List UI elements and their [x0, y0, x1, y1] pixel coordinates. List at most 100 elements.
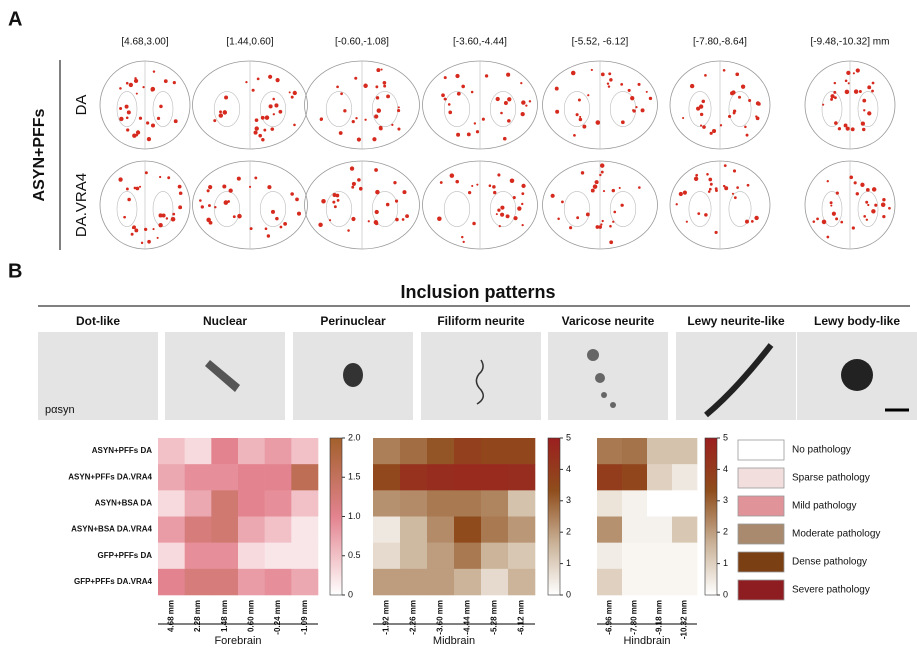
coordinate-label: [-9.48,-10.32] mm	[811, 37, 890, 48]
inclusion-dot	[504, 101, 508, 105]
inclusion-dot	[395, 200, 398, 203]
heatmap-cell	[427, 464, 454, 490]
inclusion-dot	[576, 216, 579, 219]
inclusion-dot	[395, 218, 399, 222]
inclusion-dot	[291, 96, 294, 99]
inclusion-dot	[441, 93, 445, 97]
inclusion-dot	[129, 83, 133, 87]
inclusion-dot	[489, 184, 492, 187]
inclusion-dot	[861, 122, 865, 126]
heatmap-cell	[400, 490, 427, 516]
inclusion-dot	[336, 86, 339, 89]
inclusion-dot	[472, 222, 475, 225]
inclusion-dot	[257, 77, 260, 80]
inclusion-dot	[254, 131, 258, 135]
row-label: DA	[73, 95, 90, 116]
heatmap-cell	[185, 464, 212, 490]
coordinate-label: [-5.52, -6.12]	[572, 37, 629, 48]
inclusion-dot	[158, 223, 162, 227]
inclusion-dot	[700, 113, 703, 116]
inclusion-dot	[646, 91, 648, 93]
inclusion-dot	[816, 217, 819, 220]
colorbar-tick-label: 1	[723, 558, 728, 568]
inclusion-dot	[402, 218, 405, 221]
heatmap-cell	[508, 490, 535, 516]
heatmap-cell	[238, 490, 265, 516]
inclusion-dot	[593, 184, 598, 189]
inclusion-dot	[609, 78, 612, 81]
inclusion-dot	[126, 82, 129, 85]
inclusion-dot	[386, 94, 390, 98]
brain-structure	[260, 191, 286, 226]
stain-label: pαsyn	[45, 404, 75, 416]
inclusion-dot	[865, 201, 868, 204]
inclusion-dot	[830, 201, 833, 204]
inclusion-dot	[332, 201, 335, 204]
colorbar	[330, 438, 342, 595]
column-label: 2.28 mm	[193, 600, 202, 632]
inclusion-dot	[513, 216, 517, 220]
heatmap-cell	[238, 569, 265, 595]
inclusion-dot	[607, 82, 609, 84]
inclusion-dot	[591, 189, 595, 193]
inclusion-dot	[208, 185, 212, 189]
inclusion-dot	[619, 187, 621, 189]
heatmap-cell	[211, 438, 238, 464]
inclusion-dot	[448, 103, 451, 106]
brain-structure	[564, 91, 590, 126]
heatmap-cell	[158, 543, 185, 569]
inclusion-dot	[214, 206, 216, 208]
inclusion	[841, 359, 873, 391]
inclusion-dot	[320, 118, 323, 121]
inclusion-dot	[119, 107, 122, 110]
inclusion-dot	[710, 183, 713, 186]
inclusion-dot	[376, 96, 379, 99]
inclusion-dot	[621, 120, 625, 124]
heatmap-cell	[373, 569, 400, 595]
inclusion-dot	[863, 215, 866, 218]
legend-swatch	[738, 440, 784, 460]
heatmap-cell	[400, 569, 427, 595]
inclusion-dot	[735, 72, 739, 76]
inclusion-dot	[273, 113, 275, 115]
inclusion-dot	[270, 127, 274, 131]
inclusion-dot	[637, 83, 640, 86]
inclusion-dot	[715, 231, 718, 234]
heatmap-cell	[672, 490, 697, 516]
inclusion-dot	[867, 111, 871, 115]
inclusion-dot	[586, 213, 590, 217]
heatmap-cell	[265, 438, 292, 464]
inclusion-dot	[720, 124, 722, 126]
inclusion-dot	[702, 100, 705, 103]
heatmap-cell	[508, 438, 535, 464]
inclusion-dot	[271, 210, 275, 214]
inclusion-dot	[448, 110, 452, 114]
pattern-label: Perinuclear	[320, 314, 386, 328]
inclusion-dot	[164, 79, 168, 83]
heatmap-cell	[211, 464, 238, 490]
inclusion-dot	[734, 196, 737, 199]
inclusion-dot	[258, 134, 262, 138]
inclusion-dot	[343, 109, 346, 112]
inclusion-dot	[522, 224, 524, 226]
inclusion-dot	[833, 91, 836, 94]
heatmap-cell	[291, 517, 318, 543]
inclusion-dot	[732, 193, 734, 195]
column-label: -3.60 mm	[436, 600, 445, 635]
inclusion-dot	[127, 110, 131, 114]
inclusion-dot	[219, 110, 222, 113]
inclusion-dot	[853, 72, 855, 74]
inclusion-dot	[683, 191, 687, 195]
brain-structure	[689, 191, 711, 226]
inclusion-dot	[252, 89, 255, 92]
column-label: -1.09 mm	[300, 600, 309, 635]
inclusion-dot	[265, 115, 269, 119]
inclusion-dot	[263, 129, 266, 132]
inclusion-dot	[455, 180, 459, 184]
inclusion-dot	[393, 181, 396, 184]
inclusion-dot	[521, 100, 525, 104]
colorbar-tick-label: 4	[566, 464, 571, 474]
inclusion-dot	[201, 205, 204, 208]
inclusion-dot	[503, 137, 507, 141]
inclusion-dot	[142, 86, 144, 88]
